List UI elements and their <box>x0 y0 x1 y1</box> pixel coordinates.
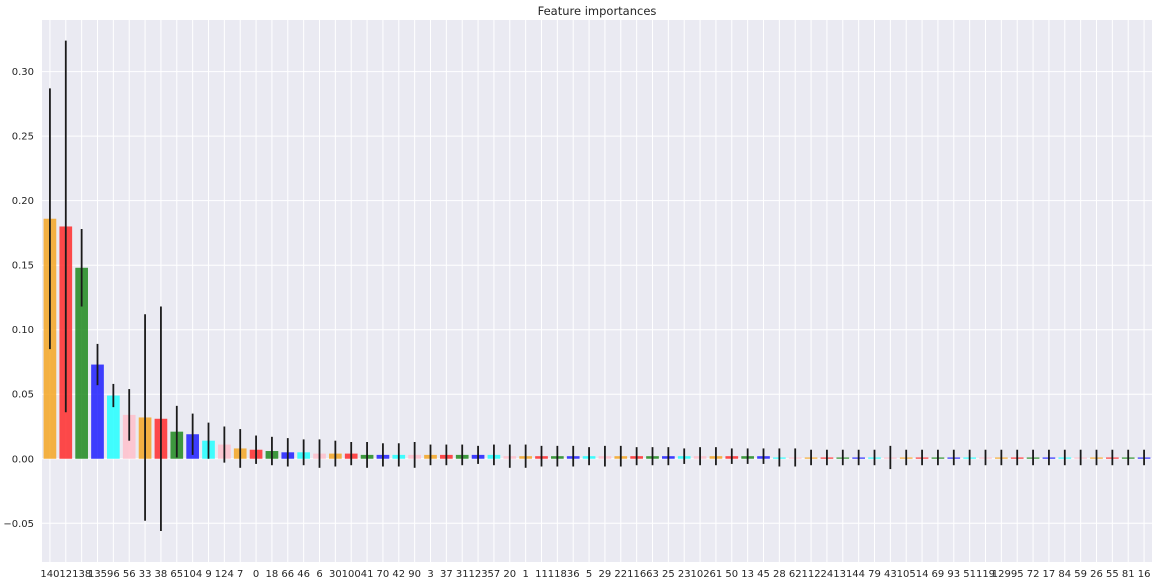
y-tick-label: 0.15 <box>12 261 34 272</box>
y-tick-label: 0.10 <box>12 325 34 336</box>
x-tick-label: 51 <box>963 569 976 580</box>
x-tick-label: 16 <box>1138 569 1151 580</box>
x-tick-label: 38 <box>155 569 168 580</box>
x-tick-label: 135 <box>88 569 107 580</box>
x-tick-label: 118 <box>548 569 567 580</box>
x-tick-label: 84 <box>1058 569 1071 580</box>
x-tick-label: 43 <box>884 569 897 580</box>
x-tick-label: 24 <box>821 569 834 580</box>
x-tick-label: 70 <box>377 569 390 580</box>
x-tick-label: 23 <box>678 569 691 580</box>
x-tick-label: 123 <box>469 569 488 580</box>
x-tick-label: 11 <box>535 569 548 580</box>
x-tick-label: 104 <box>183 569 202 580</box>
x-tick-label: 102 <box>691 569 710 580</box>
x-tick-label: 57 <box>488 569 501 580</box>
x-tick-label: 119 <box>976 569 995 580</box>
x-tick-label: 131 <box>833 569 852 580</box>
x-tick-label: 116 <box>627 569 646 580</box>
bar-96 <box>107 395 120 459</box>
y-tick-label: 0.00 <box>12 454 34 465</box>
x-tick-label: 14 <box>916 569 929 580</box>
x-tick-label: 44 <box>852 569 865 580</box>
chart-title: Feature importances <box>538 4 657 18</box>
y-tick-label: 0.30 <box>12 67 34 78</box>
x-tick-label: 25 <box>662 569 675 580</box>
x-tick-label: 95 <box>1011 569 1024 580</box>
y-tick-label: 0.25 <box>12 132 34 143</box>
y-tick-label: 0.05 <box>12 390 34 401</box>
x-tick-label: 79 <box>868 569 881 580</box>
x-tick-label: 55 <box>1106 569 1119 580</box>
x-tick-label: 6 <box>316 569 322 580</box>
x-tick-label: 105 <box>897 569 916 580</box>
x-tick-label: 96 <box>107 569 120 580</box>
x-tick-label: 42 <box>392 569 405 580</box>
x-tick-label: 30 <box>329 569 342 580</box>
x-tick-label: 12 <box>59 569 72 580</box>
x-tick-label: 65 <box>170 569 183 580</box>
x-tick-label: 69 <box>932 569 945 580</box>
x-tick-label: 17 <box>1043 569 1056 580</box>
x-tick-label: 138 <box>72 569 91 580</box>
x-tick-label: 33 <box>139 569 152 580</box>
x-tick-label: 59 <box>1074 569 1087 580</box>
x-tick-label: 112 <box>802 569 821 580</box>
error-bars <box>49 40 1145 532</box>
bar-138 <box>75 267 88 459</box>
x-tick-label: 41 <box>361 569 374 580</box>
x-tick-label: 9 <box>205 569 211 580</box>
x-tick-label: 124 <box>215 569 234 580</box>
x-tick-label: 31 <box>456 569 469 580</box>
x-tick-label: 72 <box>1027 569 1040 580</box>
x-tick-label: 20 <box>503 569 516 580</box>
x-tick-label: 36 <box>567 569 580 580</box>
y-tick-label: 0.20 <box>12 196 34 207</box>
x-tick-label: 29 <box>599 569 612 580</box>
plot-area <box>42 20 1152 562</box>
x-tick-label: 63 <box>646 569 659 580</box>
y-axis-ticks: −0.05 0.00 0.05 0.10 0.15 0.20 0.25 0.30 <box>3 67 34 530</box>
y-tick-label: −0.05 <box>3 519 34 530</box>
x-tick-label: 7 <box>237 569 243 580</box>
x-tick-label: 45 <box>757 569 770 580</box>
x-tick-label: 61 <box>710 569 723 580</box>
x-tick-label: 5 <box>586 569 592 580</box>
x-tick-label: 0 <box>253 569 259 580</box>
x-tick-label: 50 <box>725 569 738 580</box>
x-tick-label: 22 <box>614 569 627 580</box>
x-tick-label: 28 <box>773 569 786 580</box>
x-tick-label: 140 <box>40 569 59 580</box>
x-tick-label: 81 <box>1122 569 1135 580</box>
x-tick-label: 18 <box>266 569 279 580</box>
x-tick-label: 3 <box>427 569 433 580</box>
bar-135 <box>91 364 104 459</box>
x-tick-label: 13 <box>741 569 754 580</box>
x-tick-label: 26 <box>1090 569 1103 580</box>
x-tick-label: 129 <box>992 569 1011 580</box>
x-tick-label: 1 <box>522 569 528 580</box>
x-tick-label: 62 <box>789 569 802 580</box>
x-tick-label: 46 <box>297 569 310 580</box>
x-tick-label: 56 <box>123 569 136 580</box>
x-tick-label: 100 <box>342 569 361 580</box>
x-tick-label: 93 <box>947 569 960 580</box>
x-tick-label: 37 <box>440 569 453 580</box>
x-tick-label: 90 <box>408 569 421 580</box>
x-tick-label: 66 <box>281 569 294 580</box>
